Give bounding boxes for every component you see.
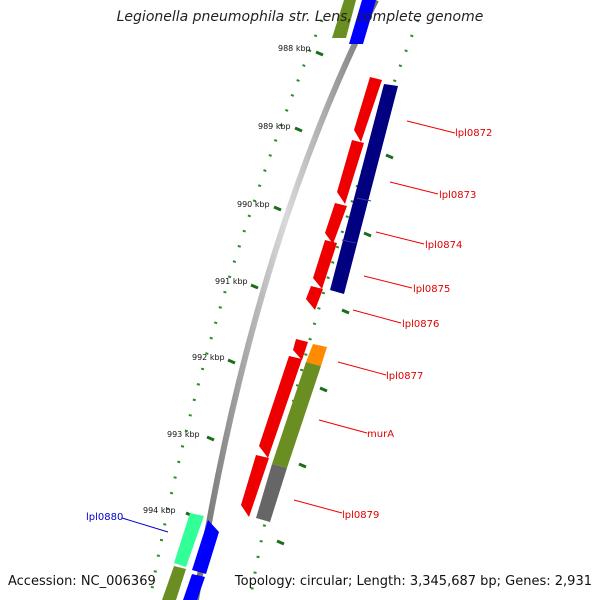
red-gene-lpl0874 [325,203,347,244]
red-gene-lpl0872 [354,77,382,142]
label-leader [352,309,402,324]
label-leader [389,181,439,195]
blue-gene-feature [183,574,205,600]
ruler-tick [298,462,307,469]
ruler-label: 992 kbp [192,353,225,362]
genome-backbone [193,0,379,600]
gene-label-lpl0876[interactable]: lpl0876 [402,319,439,330]
label-leader [121,517,169,533]
label-leader [406,120,456,134]
ruler-label: 991 kbp [215,277,248,286]
ruler-tick [294,126,303,133]
ruler-label: 989 kbp [258,122,291,131]
label-leader [363,275,413,289]
ruler-label: 993 kbp [167,430,200,439]
ruler-ticks [185,50,394,546]
ruler-tick [385,153,394,160]
red-gene-lpl0879 [241,455,269,517]
label-leader [337,361,387,376]
red-gene-lpl0876 [306,286,323,310]
gene-label-murA[interactable]: murA [367,429,394,440]
gene-label-lpl0879[interactable]: lpl0879 [342,510,379,521]
red-gene-lpl0877 [293,339,308,360]
olive-gene-feature [162,566,186,600]
ruler-label: 990 kbp [237,200,270,209]
label-leader [318,419,368,434]
label-leader [293,499,343,514]
gene-label-lpl0872[interactable]: lpl0872 [455,128,492,139]
red-gene-lpl0875 [313,240,337,289]
map-title: Legionella pneumophila str. Lens, comple… [116,9,484,25]
red-gene-murA [259,356,302,458]
ruler-tick [315,50,324,57]
mint-gene-feature [174,513,204,567]
gene-divider [341,239,357,244]
inner-dotted-ring [148,19,324,600]
ruler-tick [341,308,350,315]
gene-label-lpl0873[interactable]: lpl0873 [439,190,476,201]
gene-label-lpl0877[interactable]: lpl0877 [386,371,423,382]
ruler-label: 988 kbp [278,44,311,53]
ruler-tick [319,386,328,393]
ruler-tick [250,283,259,290]
gene-label-lpl0874[interactable]: lpl0874 [425,240,462,251]
orange-gene-feature [306,344,327,366]
gene-divider [356,197,372,202]
ruler-tick [276,539,285,546]
blue-gene-feature [192,520,219,574]
gene-label-lpl0880[interactable]: lpl0880 [86,512,123,523]
olive-gene-feature [332,0,356,38]
ruler-tick [227,358,236,365]
accession-text: Accession: NC_006369 [8,574,156,589]
olive-gene-feature [272,362,321,468]
red-gene-lpl0873 [337,140,364,204]
blue-gene-feature [349,0,376,44]
gene-label-lpl0875[interactable]: lpl0875 [413,284,450,295]
ruler-label: 994 kbp [143,506,176,515]
outer-dotted-ring [248,19,420,600]
gray-gene-feature [256,464,287,522]
ruler-tick [206,435,215,442]
ruler-tick [273,205,282,212]
label-leader [375,231,425,245]
ruler-tick [363,231,372,238]
topology-text: Topology: circular; Length: 3,345,687 bp… [234,574,592,589]
